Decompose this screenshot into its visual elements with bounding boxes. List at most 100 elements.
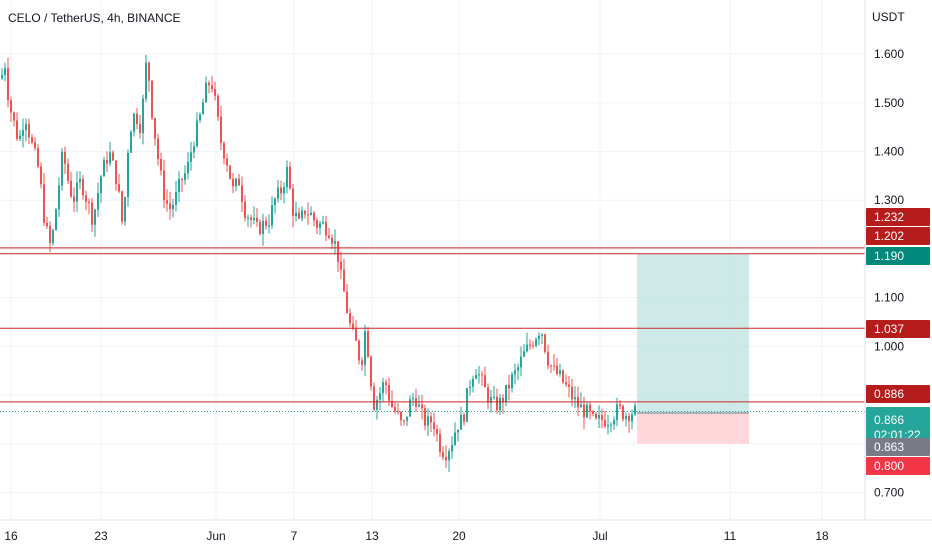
price-label-value: 1.037 [874, 322, 904, 336]
candle [544, 333, 546, 354]
candle-body [565, 382, 567, 385]
price-label: 1.232 [866, 208, 930, 226]
candle-body [430, 416, 432, 423]
price-label: 0.863 [866, 438, 930, 456]
candle [487, 383, 489, 410]
candle [463, 412, 465, 426]
candle-body [598, 415, 600, 419]
candle-body [424, 408, 426, 426]
candle-body [550, 365, 552, 367]
price-label-value: 1.232 [874, 210, 904, 224]
candle [286, 160, 288, 194]
candle [607, 414, 609, 435]
candle [466, 387, 468, 423]
candle-body [466, 388, 468, 422]
price-axis[interactable]: 1.600 1.500 1.400 1.300 1.100 1.000 0.700 [874, 47, 904, 499]
candle [568, 375, 570, 398]
candle [274, 197, 276, 214]
candle-body [379, 393, 381, 400]
candle-body [298, 212, 300, 219]
candle-body [55, 209, 57, 231]
candle [337, 241, 339, 273]
candle-body [187, 161, 189, 174]
candle-body [295, 212, 297, 217]
candle [88, 198, 90, 215]
candle-body [97, 193, 99, 210]
candle [49, 221, 51, 253]
candle [19, 129, 21, 142]
candle [10, 96, 12, 122]
candle-body [244, 201, 246, 218]
candle-body [355, 328, 357, 341]
candle-body [529, 344, 531, 346]
candle-body [67, 163, 69, 181]
candle-body [394, 407, 396, 412]
candle-body [229, 165, 231, 179]
candle [361, 357, 363, 371]
candle-body [256, 217, 258, 222]
candle [202, 98, 204, 115]
candle [445, 445, 447, 468]
candle-body [316, 220, 318, 228]
candle [85, 190, 87, 211]
candle [514, 363, 516, 385]
candle [82, 174, 84, 200]
price-label: 1.190 [866, 247, 930, 265]
candle [319, 220, 321, 235]
candle [220, 105, 222, 151]
candle [520, 346, 522, 377]
candle-body [94, 209, 96, 225]
candle-body [4, 68, 6, 75]
candle [235, 177, 237, 192]
candle-body [250, 217, 252, 220]
candle [298, 207, 300, 220]
candle [535, 337, 537, 348]
price-label-bg [866, 457, 930, 475]
price-labels: 1.2321.2021.1901.0370.8860.86602:01:220.… [866, 208, 930, 475]
candle [217, 93, 219, 121]
candle [346, 284, 348, 314]
candle-body [241, 185, 243, 202]
candle [163, 159, 165, 209]
candle [430, 411, 432, 433]
candle-body [145, 62, 147, 99]
candle [448, 448, 450, 472]
candle-body [70, 180, 72, 197]
time-axis[interactable]: 16 23 Jun 7 13 20 Jul 11 18 [4, 529, 829, 543]
price-label-value: 0.866 [874, 413, 904, 427]
candle [232, 173, 234, 194]
price-label-bg [866, 227, 930, 245]
candle [316, 217, 318, 235]
candle [97, 182, 99, 217]
candle [241, 176, 243, 213]
candle [70, 171, 72, 199]
candle-body [556, 365, 558, 374]
candle [145, 54, 147, 102]
candle-body [448, 451, 450, 461]
candle-body [367, 331, 369, 357]
candle [397, 402, 399, 415]
x-tick-label: 18 [815, 529, 829, 543]
candle [562, 369, 564, 384]
candle-body [343, 269, 345, 292]
candle [181, 177, 183, 192]
candle-body [163, 170, 165, 201]
candle [115, 160, 117, 191]
candle-body [190, 152, 192, 162]
candle [184, 165, 186, 185]
candle [199, 112, 201, 123]
candle-body [418, 404, 420, 407]
candle [133, 112, 135, 137]
candle-body [214, 89, 216, 96]
candle [484, 366, 486, 388]
candle [121, 190, 123, 225]
candle-body [184, 173, 186, 181]
candle [436, 424, 438, 442]
y-tick-label: 1.500 [874, 96, 904, 110]
candle-body [25, 123, 27, 130]
candle-body [514, 370, 516, 375]
candle [586, 401, 588, 419]
candle-body [157, 138, 159, 160]
